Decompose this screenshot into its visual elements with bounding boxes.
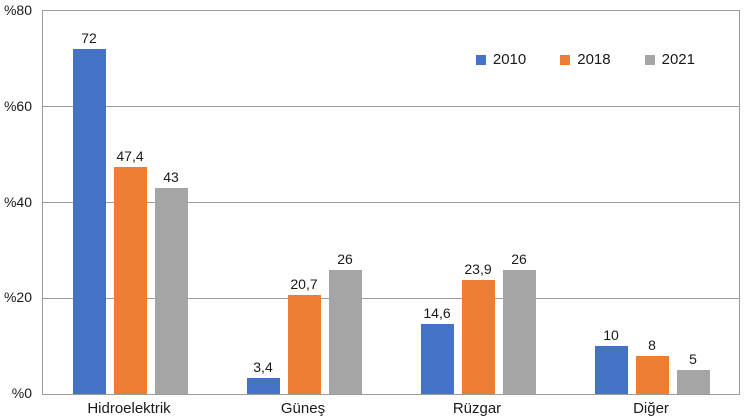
legend-label: 2021	[661, 51, 695, 68]
legend-item-2010: 2010	[475, 51, 527, 69]
bar-2010-Hidroelektrik	[72, 49, 106, 394]
legend-swatch-2021	[644, 55, 655, 65]
legend-swatch-2010	[475, 55, 486, 65]
y-axis-tick-label: %0	[11, 385, 32, 401]
x-axis-category-label: Diğer	[633, 400, 669, 417]
data-label-2018-Hidroelektrik: 47,4	[116, 148, 144, 165]
legend-item-2021: 2021	[644, 51, 695, 69]
bar-2018-Hidroelektrik	[113, 167, 147, 394]
data-label-2021-Diğer: 5	[689, 351, 697, 368]
plot-area: 2010 2018 2021 72 47,4 43 3,4 20,7 26 14,6 23,9 26…	[42, 10, 740, 395]
bar-2018-Güneş	[287, 294, 321, 394]
legend-label: 2018	[577, 51, 611, 68]
data-label-2010-Güneş: 3,4	[253, 358, 273, 375]
y-axis-tick-label: %80	[3, 2, 32, 18]
x-axis-category-label: Güneş	[280, 400, 326, 417]
bar-2010-Güneş	[246, 377, 280, 394]
data-label-2021-Güneş: 26	[337, 250, 353, 267]
bar-2010-Diğer	[594, 346, 628, 394]
bar-2021-Diğer	[676, 370, 710, 394]
data-label-2018-Güneş: 20,7	[290, 275, 318, 292]
bar-2021-Rüzgar	[502, 269, 536, 394]
legend-label: 2010	[492, 51, 527, 68]
legend-item-2018: 2018	[560, 51, 611, 69]
data-label-2010-Diğer: 10	[603, 327, 619, 344]
gridline-40	[43, 202, 739, 203]
bar-2018-Rüzgar	[461, 279, 495, 394]
bar-2010-Rüzgar	[420, 324, 454, 394]
bar-2021-Güneş	[328, 269, 362, 394]
legend-swatch-2018	[560, 55, 571, 65]
data-label-2010-Hidroelektrik: 72	[81, 30, 97, 47]
bar-2018-Diğer	[635, 355, 669, 394]
data-label-2018-Rüzgar: 23,9	[464, 260, 492, 277]
bar-2021-Hidroelektrik	[154, 188, 188, 394]
gridline-60	[43, 106, 739, 108]
x-axis-category-label: Rüzgar	[452, 400, 502, 417]
legend: 2010 2018 2021	[475, 51, 695, 69]
y-axis-tick-label: %40	[3, 193, 32, 210]
data-label-2018-Diğer: 8	[648, 336, 656, 353]
y-axis-tick-label: %60	[3, 97, 32, 114]
data-label-2021-Rüzgar: 26	[511, 250, 527, 267]
x-axis-category-label: Hidroelektrik	[87, 400, 171, 417]
y-axis-tick-label: %20	[3, 289, 32, 306]
gridline-20	[43, 297, 739, 299]
data-label-2010-Rüzgar: 14,6	[423, 305, 451, 322]
data-label-2021-Hidroelektrik: 43	[163, 169, 179, 186]
